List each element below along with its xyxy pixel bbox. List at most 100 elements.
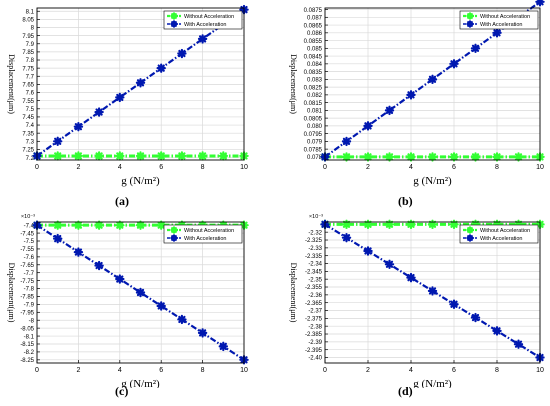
point-without-acceleration — [427, 152, 438, 162]
point-with-acceleration — [449, 299, 459, 309]
marker-stroke — [157, 302, 165, 310]
x-tick-label: 4 — [118, 164, 122, 171]
marker-stroke — [198, 35, 207, 43]
legend-label: Without Acceleration — [480, 14, 530, 20]
marker-stroke — [385, 106, 394, 115]
y-tick-label: 0.0875 — [304, 8, 323, 14]
series-line-with-acceleration — [324, 223, 541, 359]
marker-stroke — [178, 49, 186, 58]
marker-stroke — [467, 227, 473, 233]
y-tick-label: 7.4 — [26, 123, 35, 129]
legend-marker — [170, 12, 178, 20]
marker-stroke — [428, 220, 437, 228]
x-tick-label: 6 — [452, 367, 456, 374]
point-with-acceleration — [341, 232, 352, 243]
point-with-acceleration — [135, 78, 146, 88]
legend-marker — [170, 234, 178, 242]
point-with-acceleration — [492, 326, 502, 336]
y-tick-label: 7.45 — [22, 115, 34, 121]
marker-stroke — [95, 221, 103, 229]
y-tick-label: -2.365 — [305, 301, 323, 307]
point-without-acceleration — [218, 151, 228, 161]
y-tick-label: 0.087 — [307, 16, 323, 22]
marker-stroke — [471, 153, 480, 161]
y-tick-label: -2.40 — [308, 356, 322, 362]
marker-stroke — [178, 315, 186, 324]
y-tick-label: -7.75 — [20, 279, 34, 285]
y-axis-label: Displacement(μm) — [289, 54, 298, 114]
point-with-acceleration — [52, 136, 63, 147]
x-tick-label: 2 — [76, 367, 80, 374]
y-tick-label: -7.65 — [20, 263, 34, 269]
legend-marker — [466, 226, 474, 234]
marker-stroke — [219, 342, 227, 351]
marker-stroke — [536, 0, 544, 6]
marker-stroke — [116, 221, 124, 229]
y-tick-label: 0.081 — [307, 109, 323, 115]
y-tick-label: -8 — [29, 318, 35, 324]
point-without-acceleration — [363, 152, 373, 162]
marker-stroke — [54, 221, 62, 229]
y-exponent-label: ×10⁻³ — [309, 214, 323, 220]
marker-stroke — [198, 329, 207, 337]
y-tick-label: -2.34 — [308, 262, 322, 268]
y-tick-label: -2.38 — [308, 324, 322, 330]
y-tick-label: -7.8 — [24, 287, 35, 293]
y-tick-label: 0.0805 — [304, 116, 323, 122]
marker-stroke — [116, 275, 124, 283]
point-with-acceleration — [427, 286, 438, 296]
point-with-acceleration — [115, 92, 125, 103]
marker-stroke — [54, 234, 62, 243]
point-with-acceleration — [94, 107, 104, 117]
point-without-acceleration — [470, 152, 481, 162]
y-tick-label: -7.55 — [20, 247, 34, 253]
y-exponent-label: ×10⁻³ — [21, 214, 35, 220]
point-with-acceleration — [73, 247, 84, 257]
y-tick-label: 0.079 — [307, 140, 323, 146]
y-tick-label: -2.36 — [308, 293, 322, 299]
y-tick-label: -8.05 — [20, 326, 34, 332]
marker-stroke — [407, 273, 415, 282]
marker-stroke — [74, 123, 83, 131]
y-tick-label: -7.95 — [20, 311, 34, 317]
x-tick-label: 10 — [240, 164, 248, 171]
legend-label: Without Acceleration — [480, 228, 530, 234]
point-without-acceleration — [52, 151, 63, 161]
point-with-acceleration — [341, 136, 352, 147]
marker-stroke — [467, 13, 473, 19]
x-tick-label: 6 — [159, 367, 163, 374]
legend-box — [459, 10, 539, 30]
y-axis-label: Displacement(μm) — [7, 54, 16, 114]
point-with-acceleration — [470, 43, 481, 54]
point-with-acceleration — [73, 121, 84, 132]
legend-box — [459, 224, 539, 244]
point-with-acceleration — [492, 28, 502, 38]
y-tick-label: 0.0845 — [304, 54, 323, 60]
marker-stroke — [471, 44, 480, 52]
y-tick-label: 0.0855 — [304, 39, 323, 45]
x-tick-label: 8 — [495, 164, 499, 171]
point-with-acceleration — [135, 287, 146, 298]
y-tick-label: -2.39 — [308, 340, 322, 346]
y-tick-label: 7.8 — [26, 58, 35, 64]
chart-panel: 0 2 4 6 8 10 7.2 7.25 7.3 7.35 7.4 7.45 7.5 7.55 7.6 7.… — [7, 4, 249, 187]
x-tick-label: 2 — [366, 164, 370, 171]
marker-stroke — [493, 153, 501, 161]
x-tick-label: 4 — [409, 164, 413, 171]
y-tick-label: -2.375 — [305, 317, 323, 323]
x-tick-label: 6 — [452, 164, 456, 171]
point-without-acceleration — [115, 220, 125, 230]
marker-stroke — [95, 261, 103, 270]
point-with-acceleration — [363, 246, 373, 256]
plot-frame — [324, 7, 541, 161]
y-tick-label: 7.75 — [22, 66, 34, 72]
point-with-acceleration — [52, 233, 63, 244]
point-without-acceleration — [341, 219, 352, 230]
point-without-acceleration — [406, 152, 416, 162]
y-tick-label: -2.325 — [305, 238, 323, 244]
marker-stroke — [157, 221, 165, 229]
marker-stroke — [428, 287, 437, 295]
legend: Without Acceleration With Acceleration — [459, 10, 539, 30]
y-tick-label: -7.4 — [24, 223, 35, 229]
panel-label: (d) — [398, 384, 413, 398]
